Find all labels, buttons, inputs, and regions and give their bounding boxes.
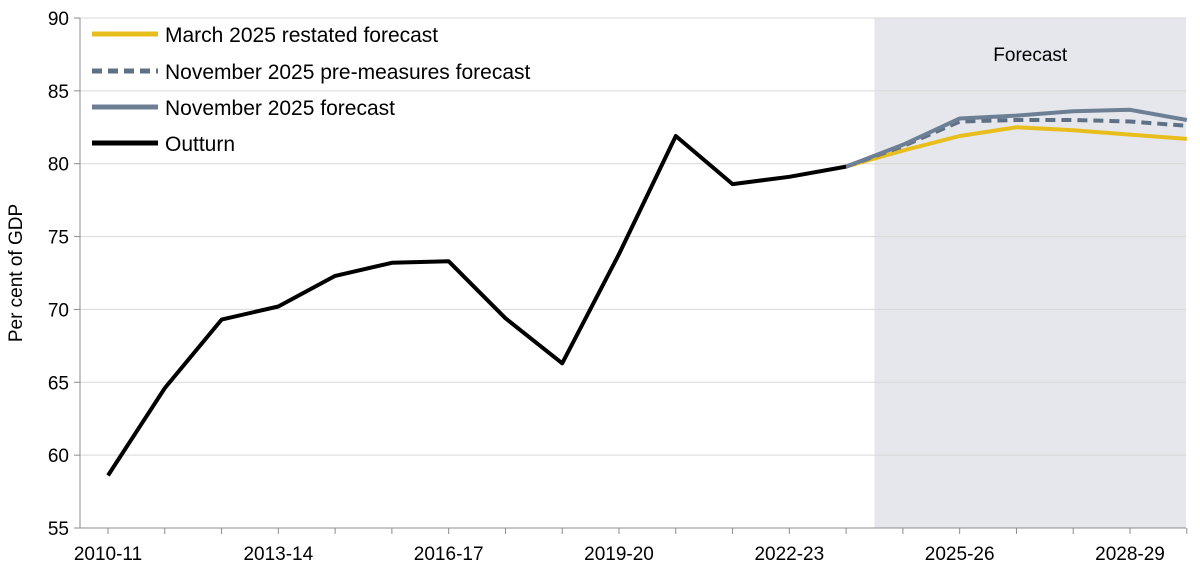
x-tick-label: 2025-26: [925, 544, 995, 565]
y-axis-title: Per cent of GDP: [6, 204, 27, 342]
series-line-november-2025-pre-measures-forecast: [845, 118, 1187, 169]
y-tick-label: 85: [48, 82, 69, 103]
forecast-label: Forecast: [993, 45, 1068, 66]
legend-label-november-2025-pre-measures-forecast: November 2025 pre-measures forecast: [165, 61, 531, 84]
legend-label-march-2025-restated-forecast: March 2025 restated forecast: [165, 24, 438, 47]
x-tick-label: 2019-20: [584, 544, 654, 565]
y-tick-label: 70: [48, 300, 69, 321]
y-tick-label: 65: [48, 373, 69, 394]
series-line-outturn: [106, 134, 847, 477]
y-tick-label: 60: [48, 446, 69, 467]
y-tick-label: 80: [48, 155, 69, 176]
series-line-november-2025-forecast: [845, 107, 1188, 169]
x-tick-label: 2022-23: [754, 544, 824, 565]
legend-label-november-2025-forecast: November 2025 forecast: [165, 97, 395, 120]
y-tick-label: 55: [48, 519, 69, 540]
x-tick-label: 2013-14: [243, 544, 313, 565]
legend-label-outturn: Outturn: [165, 133, 235, 156]
series-line-march-2025-restated-forecast: [845, 125, 1187, 169]
forecast-shading: [874, 18, 1186, 528]
y-tick-label: 90: [48, 9, 69, 30]
x-tick-label: 2010-11: [74, 544, 142, 565]
x-tick-label: 2016-17: [414, 544, 484, 565]
x-tick-label: 2028-29: [1095, 544, 1165, 565]
y-tick-label: 75: [48, 228, 69, 249]
